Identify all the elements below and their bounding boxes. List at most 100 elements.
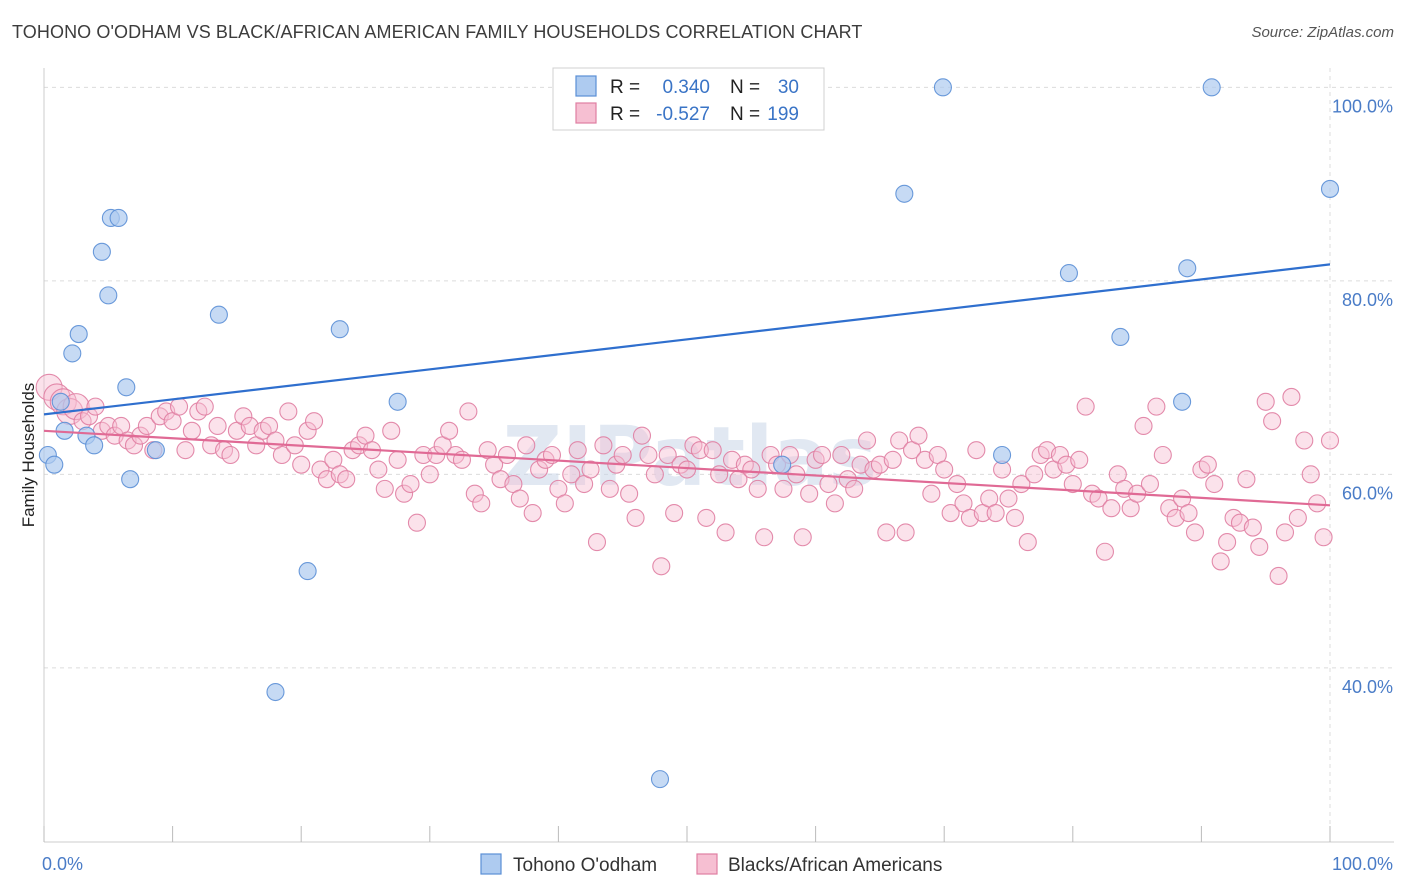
data-point <box>395 484 414 503</box>
y-tick-label: 80.0% <box>1342 290 1393 310</box>
data-point <box>922 484 941 503</box>
series-legend: Tohono O'odham Blacks/African Americans <box>480 853 942 876</box>
data-point <box>1288 508 1307 527</box>
data-point <box>877 523 896 542</box>
data-point <box>999 489 1018 508</box>
data-point <box>272 445 291 465</box>
data-point <box>716 523 735 542</box>
data-point <box>1018 533 1037 552</box>
data-point <box>1173 392 1192 411</box>
legend-n-label-2: N = <box>730 104 760 125</box>
bottom-legend-label-tohono: Tohono O'odham <box>513 855 657 876</box>
data-point <box>1301 465 1320 484</box>
data-point <box>375 479 394 498</box>
data-point <box>710 465 729 484</box>
legend-r-value-1: 0.340 <box>662 77 710 98</box>
data-point <box>697 508 716 527</box>
data-point <box>1095 542 1114 561</box>
data-point <box>292 455 311 474</box>
data-point <box>838 470 857 489</box>
data-point <box>85 436 104 455</box>
data-point <box>234 407 253 426</box>
data-point <box>45 455 64 474</box>
data-point <box>1179 503 1198 523</box>
data-point <box>1089 489 1108 508</box>
data-point <box>933 78 952 97</box>
data-point <box>658 445 677 465</box>
data-point <box>632 426 652 445</box>
data-point <box>652 557 671 576</box>
data-point <box>99 286 118 305</box>
data-point <box>208 416 227 436</box>
data-point <box>819 474 838 494</box>
data-point <box>330 320 349 339</box>
data-point <box>401 474 420 494</box>
data-point <box>1275 523 1295 542</box>
watermark: ZIPatlas <box>503 410 878 505</box>
legend-r-value-2: -0.527 <box>656 104 710 125</box>
data-point <box>388 450 407 469</box>
data-point <box>896 523 915 542</box>
data-point <box>523 503 542 523</box>
chart-title: TOHONO O'ODHAM VS BLACK/AFRICAN AMERICAN… <box>12 22 863 42</box>
data-point <box>35 373 63 401</box>
legend-n-value-1: 30 <box>778 77 799 98</box>
x-tick-label: 0.0% <box>42 854 83 874</box>
trend-line <box>43 263 1331 416</box>
legend-n-label-1: N = <box>730 77 760 98</box>
data-point <box>1025 465 1044 484</box>
data-point <box>1205 474 1224 494</box>
data-point <box>311 460 330 479</box>
data-point <box>414 445 433 465</box>
data-point <box>69 325 88 344</box>
data-point <box>63 344 82 363</box>
data-point <box>1102 499 1121 518</box>
y-tick-label: 100.0% <box>1332 96 1393 116</box>
series-tohono-oodham <box>38 78 1340 789</box>
data-point <box>986 503 1005 523</box>
data-point <box>472 494 491 513</box>
y-tick-label: 60.0% <box>1342 483 1393 503</box>
data-point <box>613 445 632 465</box>
bottom-legend-swatch-tohono <box>480 853 502 875</box>
data-point <box>941 503 960 523</box>
data-point <box>555 494 574 513</box>
data-point <box>1320 431 1340 450</box>
data-point <box>440 421 459 440</box>
data-point <box>594 436 613 455</box>
data-point <box>298 562 317 581</box>
legend-r-label-1: R = <box>610 77 640 98</box>
data-point <box>1314 528 1333 547</box>
data-point <box>510 489 529 508</box>
data-point <box>388 392 407 411</box>
data-point <box>1320 179 1340 198</box>
data-point <box>665 503 684 523</box>
data-point <box>121 470 140 489</box>
data-point <box>800 484 819 503</box>
data-point <box>298 421 317 440</box>
data-point <box>832 445 851 465</box>
y-tick-label: 40.0% <box>1342 677 1393 697</box>
data-point <box>1185 523 1205 542</box>
data-point <box>812 445 832 465</box>
data-point <box>1282 387 1301 407</box>
data-point <box>92 242 111 261</box>
data-point <box>176 441 195 460</box>
data-point <box>1070 450 1089 469</box>
data-point <box>1263 412 1282 431</box>
data-point <box>748 479 767 498</box>
data-point <box>639 445 658 465</box>
data-point <box>117 378 136 397</box>
tick-labels: 40.0% 60.0% 80.0% 100.0% 0.0% 100.0% <box>42 96 1393 874</box>
legend-r-label-2: R = <box>610 104 640 125</box>
x-tick-label: 100.0% <box>1332 854 1393 874</box>
legend-swatch-black <box>575 102 597 124</box>
data-point <box>1153 445 1172 465</box>
data-point <box>1256 392 1275 411</box>
data-point <box>581 460 600 479</box>
data-point <box>382 421 401 440</box>
data-point <box>337 470 356 489</box>
data-point <box>909 426 928 445</box>
data-point <box>755 528 774 547</box>
